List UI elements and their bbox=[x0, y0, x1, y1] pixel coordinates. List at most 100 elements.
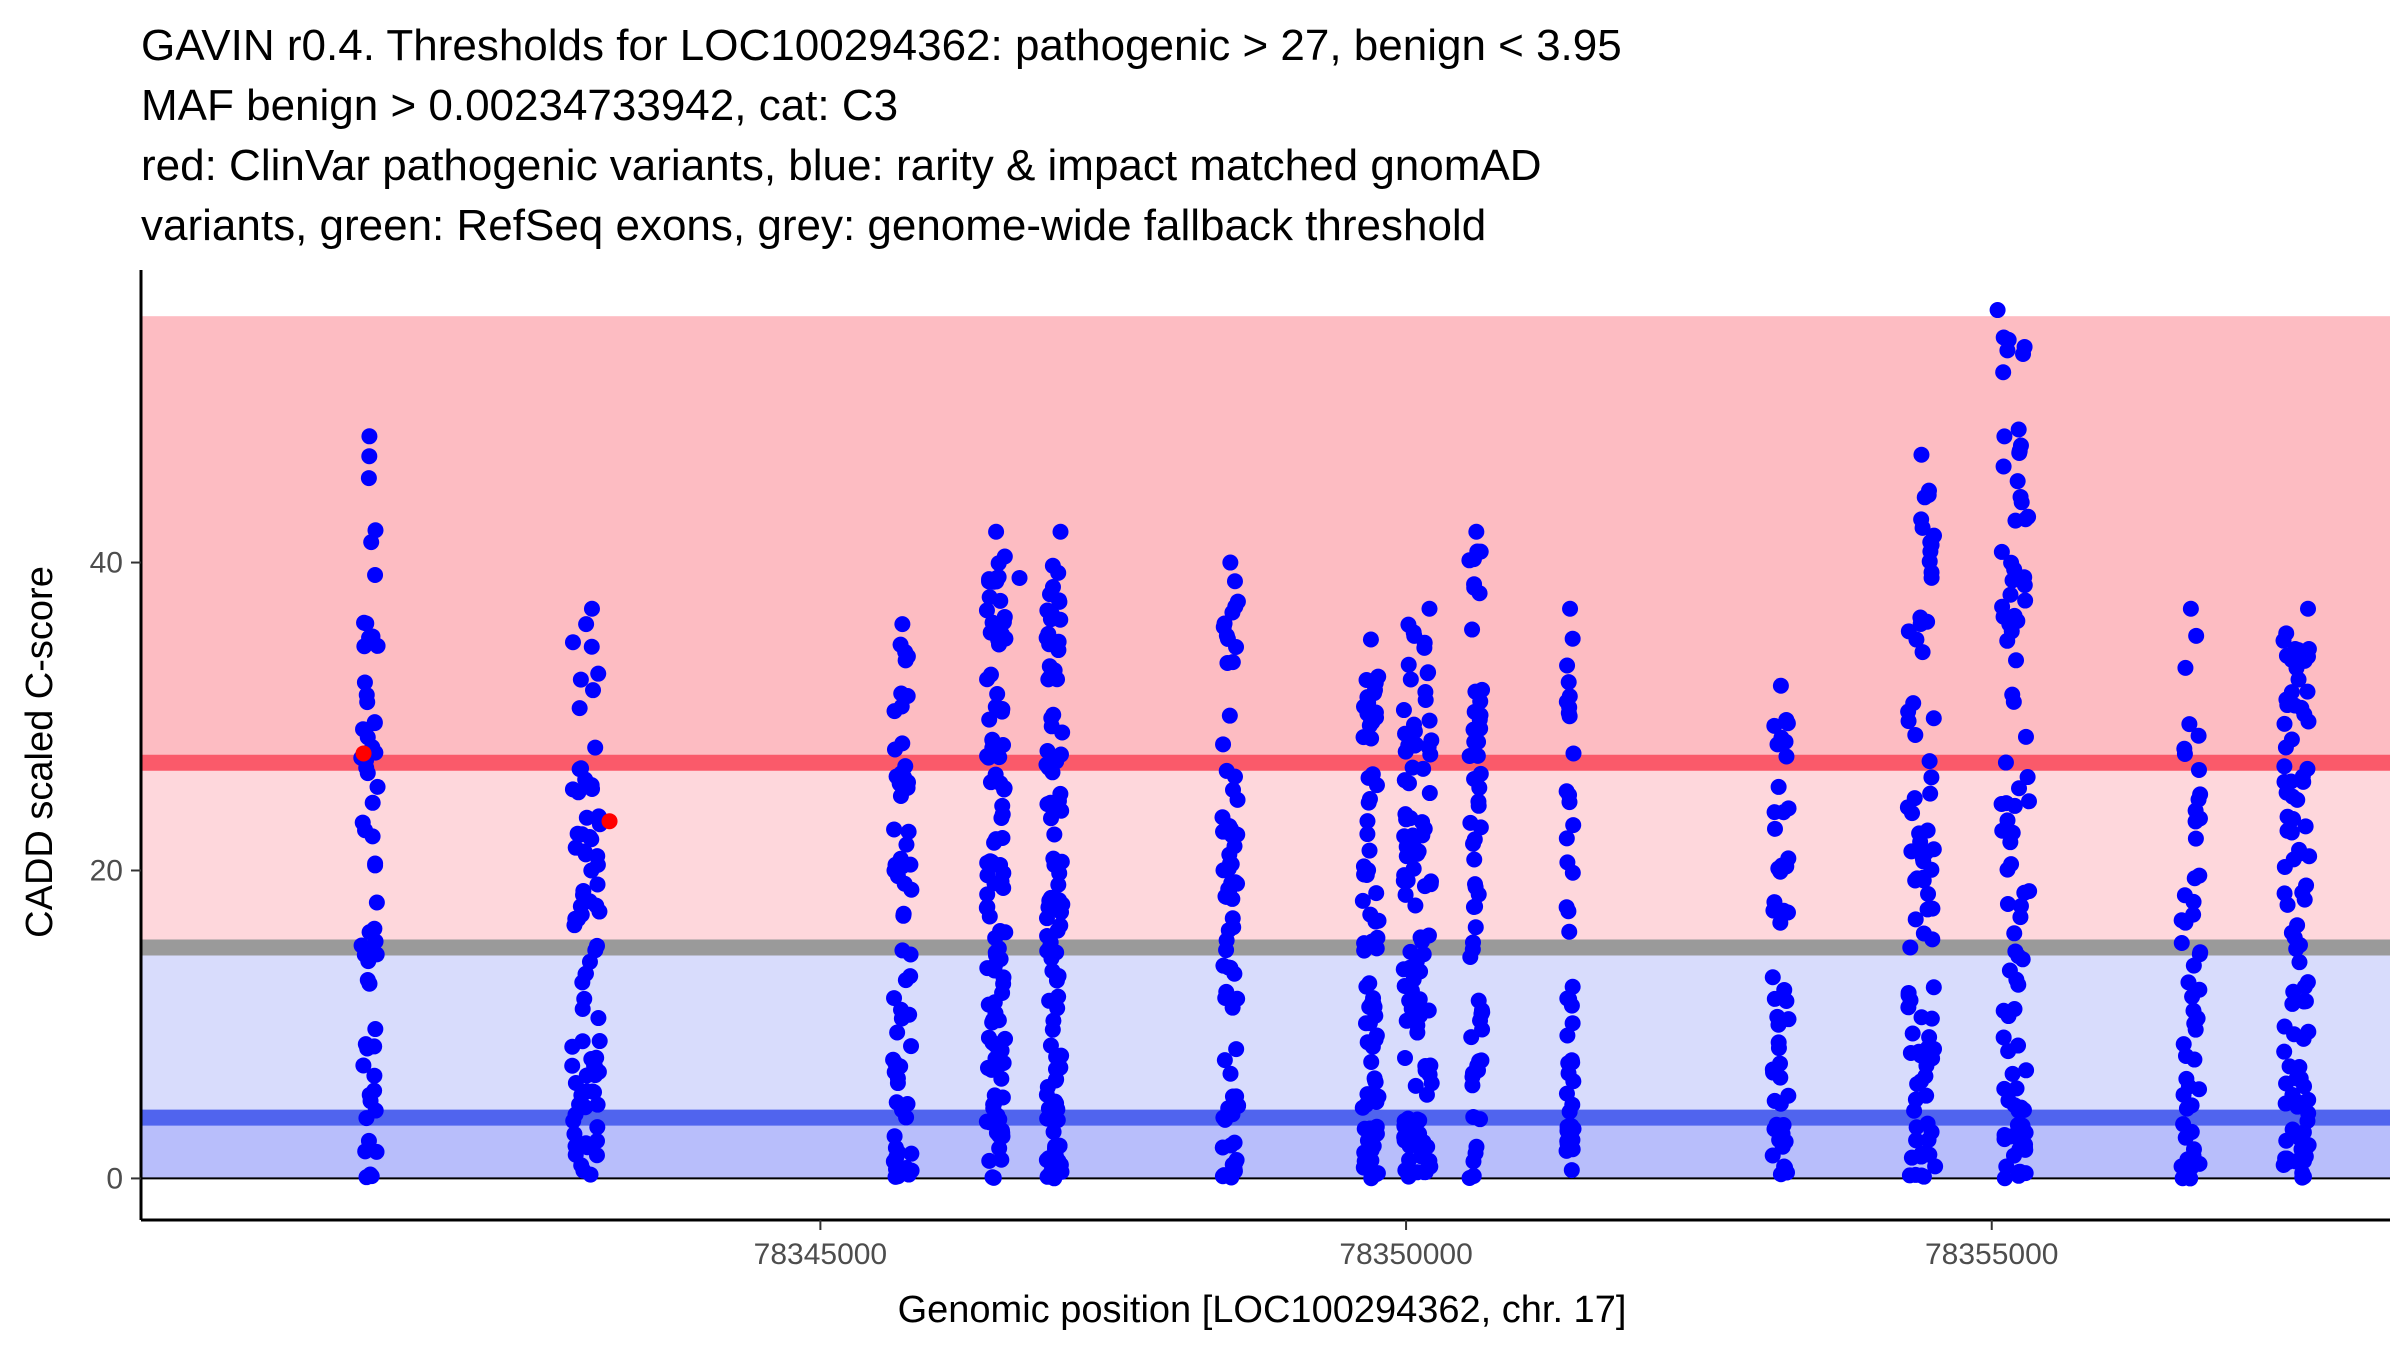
gnomad-point bbox=[1769, 736, 1786, 753]
gnomad-point bbox=[583, 638, 600, 655]
gnomad-point bbox=[1764, 1147, 1781, 1164]
gnomad-point bbox=[2013, 1099, 2030, 1116]
gnomad-point bbox=[1558, 899, 1575, 916]
gnomad-point bbox=[1995, 458, 2012, 475]
gnomad-point bbox=[893, 1001, 910, 1018]
gnomad-point bbox=[1772, 677, 1789, 694]
gnomad-point bbox=[1464, 621, 1481, 638]
gnomad-point bbox=[2178, 1100, 2195, 1117]
gnomad-point bbox=[1402, 810, 1419, 827]
gnomad-point bbox=[1040, 1100, 1057, 1117]
gnomad-point bbox=[1044, 578, 1061, 595]
gnomad-point bbox=[1052, 523, 1069, 540]
gnomad-point bbox=[1222, 820, 1239, 837]
gnomad-point bbox=[2011, 780, 2028, 797]
gnomad-point bbox=[2008, 652, 2025, 669]
gnomad-point bbox=[573, 1157, 590, 1174]
gnomad-point bbox=[1466, 703, 1483, 720]
gnomad-point bbox=[1045, 706, 1062, 723]
gnomad-point bbox=[1396, 1132, 1413, 1149]
gnomad-point bbox=[889, 1024, 906, 1041]
gnomad-point bbox=[902, 946, 919, 963]
gnomad-point bbox=[2288, 660, 2305, 677]
gnomad-point bbox=[1778, 748, 1795, 765]
gnomad-point bbox=[1771, 1131, 1788, 1148]
gnomad-point bbox=[978, 602, 995, 619]
gnomad-point bbox=[1369, 929, 1386, 946]
gnomad-point bbox=[1038, 756, 1055, 773]
gnomad-point bbox=[1359, 826, 1376, 843]
gnomad-point bbox=[1765, 902, 1782, 919]
gnomad-point bbox=[1995, 1029, 2012, 1046]
gnomad-point bbox=[1045, 1123, 1062, 1140]
gnomad-point bbox=[1420, 739, 1437, 756]
gnomad-point bbox=[990, 569, 1007, 586]
gnomad-point bbox=[1995, 329, 2012, 346]
gnomad-point bbox=[564, 1038, 581, 1055]
gnomad-point bbox=[993, 810, 1010, 827]
gnomad-point bbox=[903, 1145, 920, 1162]
gnomad-point bbox=[987, 947, 1004, 964]
gnomad-point bbox=[1900, 623, 1917, 640]
gnomad-point bbox=[356, 674, 373, 691]
gnomad-point bbox=[1472, 543, 1489, 560]
gnomad-point bbox=[1419, 665, 1436, 682]
gnomad-point bbox=[1462, 814, 1479, 831]
gnomad-point bbox=[354, 814, 371, 831]
threshold-bands bbox=[141, 316, 2390, 1179]
gnomad-point bbox=[1995, 364, 2012, 381]
gnomad-point bbox=[1921, 1029, 1938, 1046]
gnomad-point bbox=[2176, 740, 2193, 757]
gnomad-point bbox=[1417, 692, 1434, 709]
gnomad-point bbox=[990, 636, 1007, 653]
gnomad-point bbox=[1559, 1027, 1576, 1044]
gnomad-point bbox=[1914, 644, 1931, 661]
gnomad-point bbox=[1999, 895, 2016, 912]
gnomad-point bbox=[1913, 1009, 1930, 1026]
gnomad-point bbox=[1219, 654, 1236, 671]
gnomad-point bbox=[900, 823, 917, 840]
gnomad-point bbox=[2173, 934, 2190, 951]
gnomad-point bbox=[2278, 647, 2295, 664]
gnomad-point bbox=[1396, 772, 1413, 789]
gnomad-point bbox=[1461, 552, 1478, 569]
gnomad-point bbox=[1776, 981, 1793, 998]
gnomad-point bbox=[366, 1038, 383, 1055]
gnomad-point bbox=[892, 636, 909, 653]
gnomad-point bbox=[989, 686, 1006, 703]
y-tick-label: 40 bbox=[90, 547, 123, 580]
y-tick-label: 20 bbox=[90, 854, 123, 887]
gnomad-point bbox=[1400, 1168, 1417, 1185]
gnomad-point bbox=[1770, 1040, 1787, 1057]
gnomad-point bbox=[994, 700, 1011, 717]
gnomad-point bbox=[899, 779, 916, 796]
gnomad-point bbox=[988, 523, 1005, 540]
gnomad-point bbox=[991, 1127, 1008, 1144]
gnomad-point bbox=[367, 855, 384, 872]
gnomad-point bbox=[2289, 917, 2306, 934]
gnomad-point bbox=[1924, 900, 1941, 917]
gnomad-point bbox=[1361, 842, 1378, 859]
gnomad-point bbox=[2279, 808, 2296, 825]
gnomad-point bbox=[2278, 1150, 2295, 1167]
gnomad-point bbox=[1472, 1111, 1489, 1128]
gnomad-point bbox=[2174, 1170, 2191, 1187]
gnomad-point bbox=[2281, 1058, 2298, 1075]
gnomad-point bbox=[2004, 686, 2021, 703]
gnomad-point bbox=[367, 744, 384, 761]
gnomad-point bbox=[1044, 557, 1061, 574]
gnomad-point bbox=[1051, 865, 1068, 882]
gnomad-point bbox=[1367, 704, 1384, 721]
gnomad-point bbox=[1913, 1167, 1930, 1184]
gnomad-point bbox=[2300, 641, 2317, 658]
gnomad-point bbox=[2297, 818, 2314, 835]
gnomad-point bbox=[1214, 1139, 1231, 1156]
gnomad-point bbox=[1920, 1131, 1937, 1148]
gnomad-point bbox=[1420, 927, 1437, 944]
gnomad-point bbox=[1216, 1052, 1233, 1069]
gnomad-point bbox=[1764, 1061, 1781, 1078]
gnomad-point bbox=[1772, 1095, 1789, 1112]
gnomad-point bbox=[578, 616, 595, 633]
gnomad-point bbox=[591, 903, 608, 920]
gnomad-point bbox=[1561, 1103, 1578, 1120]
